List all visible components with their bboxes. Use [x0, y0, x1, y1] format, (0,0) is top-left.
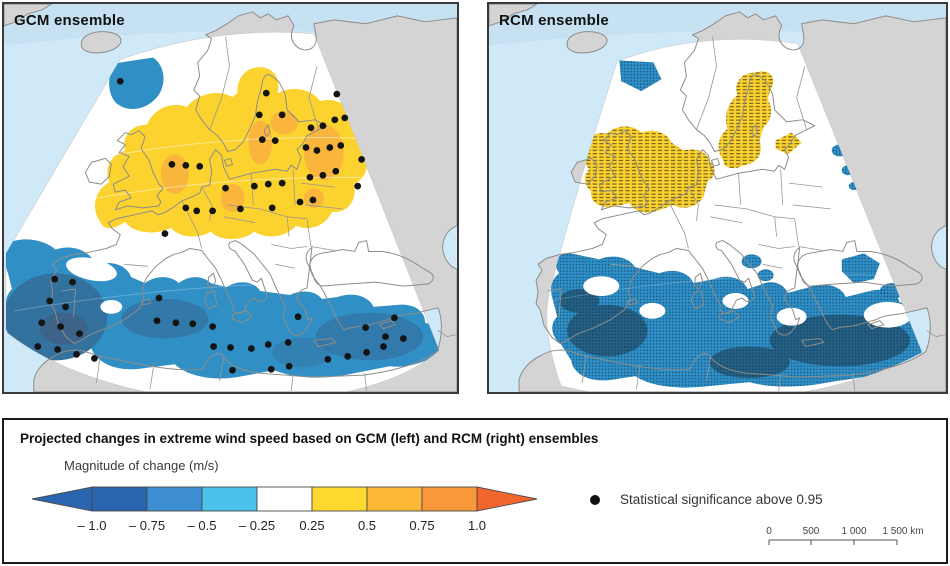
legend-box: Projected changes in extreme wind speed … — [2, 418, 948, 564]
rcm-panel-title: RCM ensemble — [499, 12, 609, 29]
svg-text:– 1.0: – 1.0 — [78, 518, 107, 533]
gcm-map — [4, 4, 457, 392]
svg-text:1.0: 1.0 — [468, 518, 486, 533]
svg-text:500: 500 — [803, 526, 820, 537]
scale-bar: 0 500 1 000 1 500 km — [766, 526, 924, 545]
colorbar-label: Magnitude of change (m/s) — [64, 458, 219, 473]
svg-text:1 500 km: 1 500 km — [882, 526, 923, 537]
significance-label: Statistical significance above 0.95 — [620, 492, 823, 507]
figure-title: Projected changes in extreme wind speed … — [20, 431, 599, 446]
map-panel-rcm: RCM ensemble — [487, 2, 948, 394]
svg-text:– 0.75: – 0.75 — [129, 518, 165, 533]
svg-text:0.25: 0.25 — [299, 518, 324, 533]
rcm-no-change-gaps — [583, 276, 912, 328]
gcm-negative-patch-north — [109, 57, 164, 110]
rcm-map — [489, 4, 946, 392]
gcm-panel-title: GCM ensemble — [14, 12, 125, 29]
svg-text:0.75: 0.75 — [409, 518, 434, 533]
significance-legend: Statistical significance above 0.95 — [590, 492, 823, 507]
significance-dot-icon — [590, 494, 600, 505]
gcm-strong-positive-patches — [160, 110, 344, 212]
svg-text:– 0.25: – 0.25 — [239, 518, 275, 533]
svg-text:0.5: 0.5 — [358, 518, 376, 533]
rcm-negative-areas — [551, 60, 922, 388]
svg-text:0: 0 — [766, 526, 772, 537]
svg-text:– 0.5: – 0.5 — [188, 518, 217, 533]
gcm-significance-dots — [34, 77, 407, 374]
map-panel-gcm: GCM ensemble — [2, 2, 459, 394]
svg-text:1 000: 1 000 — [841, 526, 866, 537]
graticule-lines — [549, 273, 922, 302]
colorbar: – 1.0 – 0.75 – 0.5 – 0.25 0.25 0.5 0.75 1.0 — [31, 486, 538, 533]
